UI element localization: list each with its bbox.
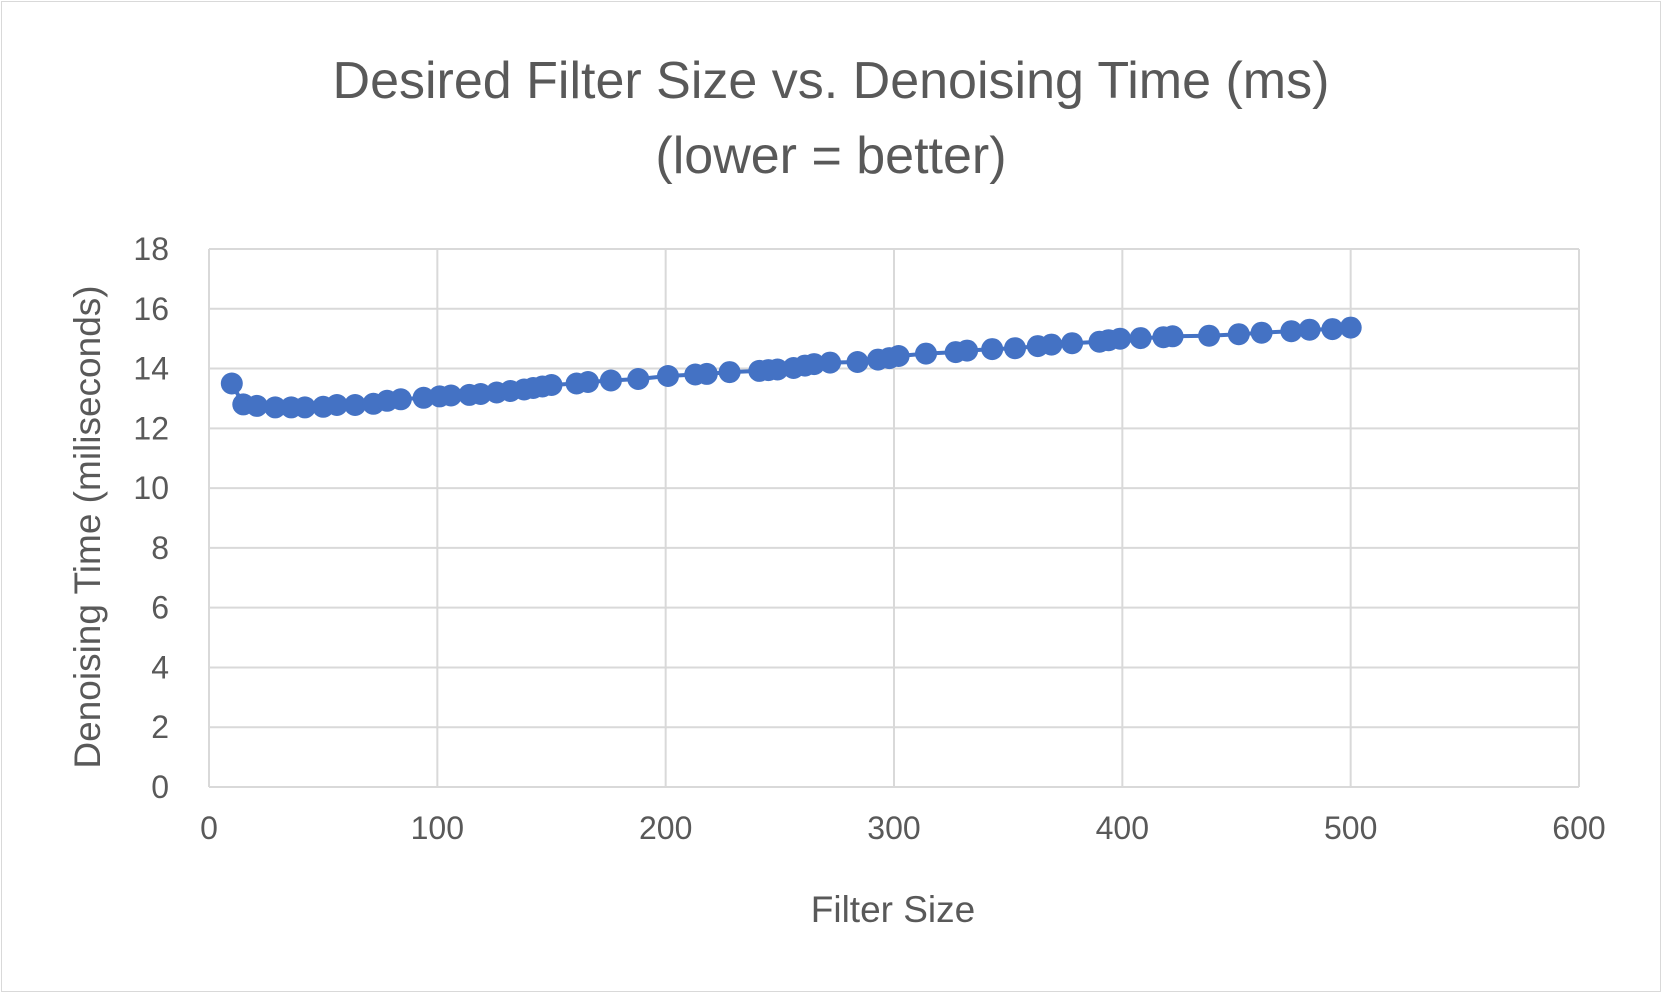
y-tick-label: 12: [133, 410, 169, 446]
data-point: [766, 358, 789, 381]
x-tick-label: 0: [200, 810, 218, 846]
y-tick-label: 2: [151, 709, 169, 745]
data-point: [1198, 324, 1221, 347]
x-tick-label: 100: [411, 810, 464, 846]
y-tick-label: 16: [133, 291, 169, 327]
data-point: [389, 388, 412, 411]
data-point: [440, 384, 462, 407]
data-point: [577, 371, 599, 393]
data-point: [887, 345, 910, 367]
data-point: [956, 339, 979, 362]
data-point: [718, 361, 741, 384]
y-tick-label: 4: [151, 649, 169, 685]
x-tick-label: 200: [639, 810, 692, 846]
y-tick-label: 14: [133, 351, 169, 387]
y-tick-label: 6: [151, 590, 169, 626]
y-tick-label: 0: [151, 769, 169, 805]
data-point: [1298, 318, 1321, 341]
data-point: [245, 394, 268, 417]
y-tick-label: 10: [133, 470, 169, 506]
data-point: [819, 351, 842, 374]
data-point: [1321, 318, 1344, 341]
data-point: [657, 365, 679, 387]
data-point: [264, 396, 287, 419]
y-axis-title: Denoising Time (miliseconds): [67, 285, 108, 768]
data-point: [1250, 321, 1273, 344]
data-point: [627, 368, 650, 390]
data-point: [1061, 332, 1084, 355]
data-point: [1227, 323, 1250, 346]
data-series: [220, 316, 1362, 419]
x-axis-title: Filter Size: [811, 889, 975, 930]
chart-subtitle: (lower = better): [655, 127, 1006, 185]
x-tick-label: 300: [867, 810, 920, 846]
data-point: [325, 394, 348, 416]
data-point: [293, 396, 316, 419]
data-point: [220, 372, 243, 395]
data-point: [1161, 325, 1184, 348]
data-point: [915, 342, 937, 365]
x-tick-label: 400: [1096, 810, 1149, 846]
data-point: [412, 386, 435, 409]
data-point: [1129, 327, 1152, 350]
data-point: [1040, 333, 1063, 356]
data-point: [469, 383, 492, 405]
data-point: [695, 362, 718, 385]
data-point: [1280, 320, 1303, 343]
data-point: [599, 369, 622, 392]
y-tick-label: 8: [151, 530, 169, 566]
data-point: [803, 353, 826, 376]
gridlines: [208, 248, 1580, 788]
data-point: [1339, 316, 1362, 339]
tick-labels: 0 2 4 6 8 10 12 14 16 18 0 100 200 300 400 500 600: [133, 231, 1605, 846]
data-point: [1004, 337, 1026, 360]
data-point: [344, 394, 367, 416]
chart-title: Desired Filter Size vs. Denoising Time (…: [333, 52, 1330, 110]
data-point: [981, 338, 1004, 361]
data-point: [846, 351, 869, 373]
x-tick-label: 600: [1552, 810, 1605, 846]
x-tick-label: 500: [1324, 810, 1377, 846]
y-tick-label: 18: [133, 231, 169, 267]
data-point: [540, 374, 563, 396]
data-point: [1109, 327, 1132, 350]
